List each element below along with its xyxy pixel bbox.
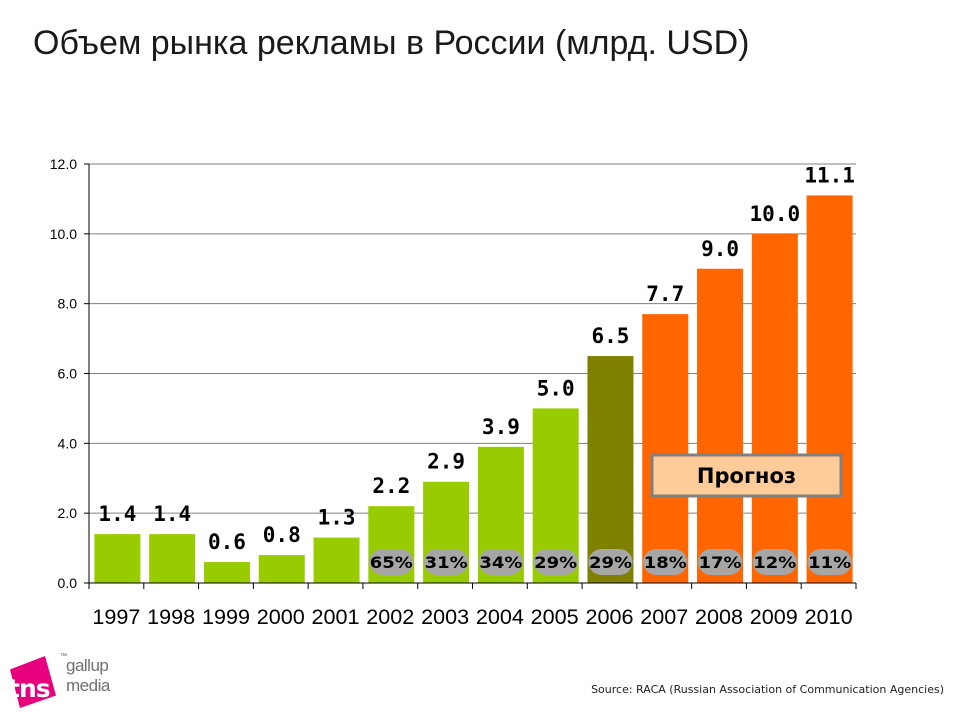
growth-label: 34% bbox=[479, 553, 522, 572]
growth-pill bbox=[588, 549, 633, 575]
x-tick-label: 2002 bbox=[366, 606, 414, 629]
y-tick-label: 4.0 bbox=[58, 435, 78, 451]
y-tick-label: 0.0 bbox=[58, 575, 78, 591]
x-tick-label: 2009 bbox=[750, 606, 798, 629]
x-tick-label: 2005 bbox=[531, 606, 579, 629]
bar bbox=[587, 356, 634, 583]
data-label: 7.7 bbox=[646, 282, 684, 306]
forecast-annotation: Прогноз bbox=[650, 453, 843, 498]
x-tick-label: 2010 bbox=[805, 606, 853, 629]
x-tick-label: 2007 bbox=[640, 606, 688, 629]
y-tick-label: 2.0 bbox=[58, 505, 78, 521]
growth-pill bbox=[533, 549, 578, 575]
bar bbox=[94, 534, 141, 583]
tns-gallup-media-logo: tns ™ gallup media bbox=[4, 646, 124, 712]
growth-label: 65% bbox=[370, 553, 413, 572]
data-label: 0.8 bbox=[263, 523, 301, 547]
x-tick-label: 1999 bbox=[202, 606, 250, 629]
bar bbox=[313, 537, 360, 583]
bar bbox=[806, 195, 853, 584]
growth-label: 12% bbox=[753, 553, 796, 572]
data-label: 10.0 bbox=[750, 202, 801, 226]
growth-pill bbox=[478, 549, 523, 575]
growth-pill bbox=[424, 549, 469, 575]
growth-label: 29% bbox=[589, 553, 632, 572]
data-label: 2.9 bbox=[427, 450, 465, 474]
bar bbox=[258, 555, 305, 583]
x-tick-label: 2008 bbox=[695, 606, 743, 629]
bar bbox=[149, 534, 196, 583]
data-label: 1.4 bbox=[98, 502, 136, 526]
growth-label: 31% bbox=[425, 553, 468, 572]
growth-pill bbox=[643, 549, 688, 575]
source-note: Source: RACA (Russian Association of Com… bbox=[591, 683, 944, 696]
growth-pill bbox=[807, 549, 852, 575]
growth-label: 29% bbox=[534, 553, 577, 572]
data-label: 9.0 bbox=[701, 237, 739, 261]
logo-trademark: ™ bbox=[60, 653, 67, 660]
growth-pill bbox=[698, 549, 743, 575]
y-tick-label: 6.0 bbox=[58, 366, 78, 382]
x-tick-label: 2003 bbox=[421, 606, 469, 629]
data-label: 3.9 bbox=[482, 415, 520, 439]
x-tick-label: 2000 bbox=[257, 606, 305, 629]
forecast-box bbox=[650, 453, 843, 498]
growth-pill bbox=[369, 549, 414, 575]
x-tick-label: 1997 bbox=[92, 606, 140, 629]
data-label: 1.4 bbox=[153, 502, 191, 526]
bar bbox=[697, 268, 744, 583]
y-tick-label: 10.0 bbox=[50, 226, 77, 242]
page-title: Объем рынка рекламы в России (млрд. USD) bbox=[33, 24, 750, 62]
growth-pill bbox=[752, 549, 797, 575]
data-label: 0.6 bbox=[208, 530, 246, 554]
bar bbox=[642, 314, 689, 583]
bar bbox=[203, 562, 250, 583]
data-label: 2.2 bbox=[372, 474, 410, 498]
x-tick-label: 2004 bbox=[476, 606, 524, 629]
logo-word-media: media bbox=[66, 676, 110, 695]
data-label: 5.0 bbox=[537, 376, 575, 400]
x-tick-label: 2006 bbox=[585, 606, 633, 629]
bar bbox=[751, 233, 798, 584]
data-label: 6.5 bbox=[591, 324, 629, 348]
y-tick-label: 8.0 bbox=[58, 296, 78, 312]
data-label: 11.1 bbox=[804, 163, 855, 187]
data-label: 1.3 bbox=[318, 506, 356, 530]
x-tick-label: 2001 bbox=[312, 606, 360, 629]
logo-word-gallup: gallup bbox=[66, 656, 109, 675]
y-tick-label: 12.0 bbox=[50, 156, 77, 172]
growth-label: 11% bbox=[808, 553, 851, 572]
growth-label: 17% bbox=[699, 553, 742, 572]
forecast-label: Прогноз bbox=[697, 464, 796, 488]
growth-label: 18% bbox=[644, 553, 687, 572]
logo-tns-text: tns bbox=[8, 674, 51, 703]
x-tick-label: 1998 bbox=[147, 606, 195, 629]
